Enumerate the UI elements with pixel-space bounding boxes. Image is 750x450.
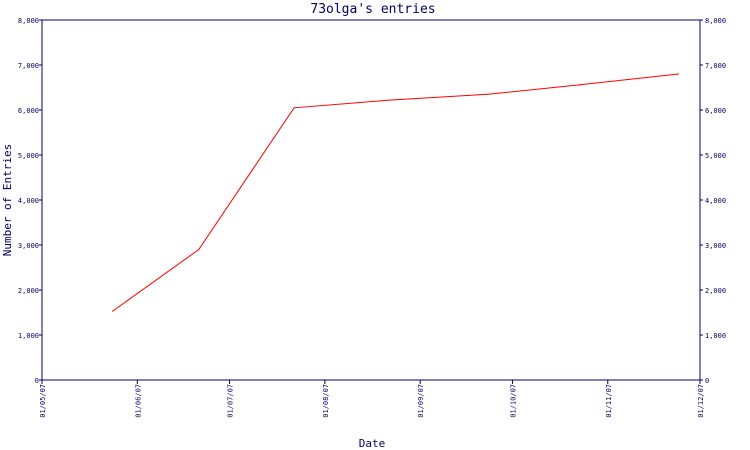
y-tick-label-right: 4,000: [705, 197, 726, 205]
series-point: [487, 93, 489, 95]
y-tick-label-right: 1,000: [705, 332, 726, 340]
y-tick-label-left: 8,000: [18, 17, 39, 25]
y-tick-label-left: 6,000: [18, 107, 39, 115]
series-point: [388, 99, 391, 101]
y-tick-label-left: 7,000: [18, 62, 39, 70]
x-axis: 01/05/07 01/06/07 01/07/07 01/08/07 01/09/07…: [39, 380, 705, 418]
y-tick-label-right: 2,000: [705, 287, 726, 295]
series-point: [579, 84, 581, 86]
y-tick-label-left: 5,000: [18, 152, 39, 160]
x-axis-label: Date: [359, 437, 386, 450]
x-tick-label: 01/10/07: [509, 384, 517, 418]
y-tick-label-right: 8,000: [705, 17, 726, 25]
x-tick-label: 01/11/07: [605, 384, 613, 418]
y-tick-label-right: 0: [705, 377, 709, 385]
y-tick-label-right: 5,000: [705, 152, 726, 160]
x-tick-label: 01/06/07: [134, 384, 142, 418]
series-point: [198, 248, 200, 251]
y-tick-label-left: 4,000: [18, 197, 39, 205]
y-tick-label-right: 6,000: [705, 107, 726, 115]
y-tick-label-left: 1,000: [18, 332, 39, 340]
x-tick-label: 01/08/07: [322, 384, 330, 418]
y-tick-label-right: 7,000: [705, 62, 726, 70]
chart-title: 73olga's entries: [310, 2, 435, 17]
y-tick-label-left: 3,000: [18, 242, 39, 250]
plot-frame: [41, 19, 701, 381]
y-axis-label: Number of Entries: [1, 144, 14, 257]
series-line: [112, 73, 679, 312]
x-tick-label: 01/09/07: [417, 384, 425, 418]
y-tick-label-right: 3,000: [705, 242, 726, 250]
x-tick-label: 01/12/07: [697, 384, 705, 418]
series-point: [677, 73, 680, 75]
series-point: [112, 310, 114, 312]
x-tick-label: 01/05/07: [39, 384, 47, 418]
series-layer: [112, 73, 680, 312]
series-point: [293, 107, 295, 109]
y-axis-left: 0 1,000 2,000 3,000 4,000 5,000 6,000 7,000 8,00…: [18, 17, 42, 385]
y-tick-label-left: 0: [35, 377, 39, 385]
y-tick-label-left: 2,000: [18, 287, 39, 295]
x-tick-label: 01/07/07: [227, 384, 235, 418]
y-axis-right: 0 1,000 2,000 3,000 4,000 5,000 6,000 7,000 8,00…: [700, 17, 726, 385]
